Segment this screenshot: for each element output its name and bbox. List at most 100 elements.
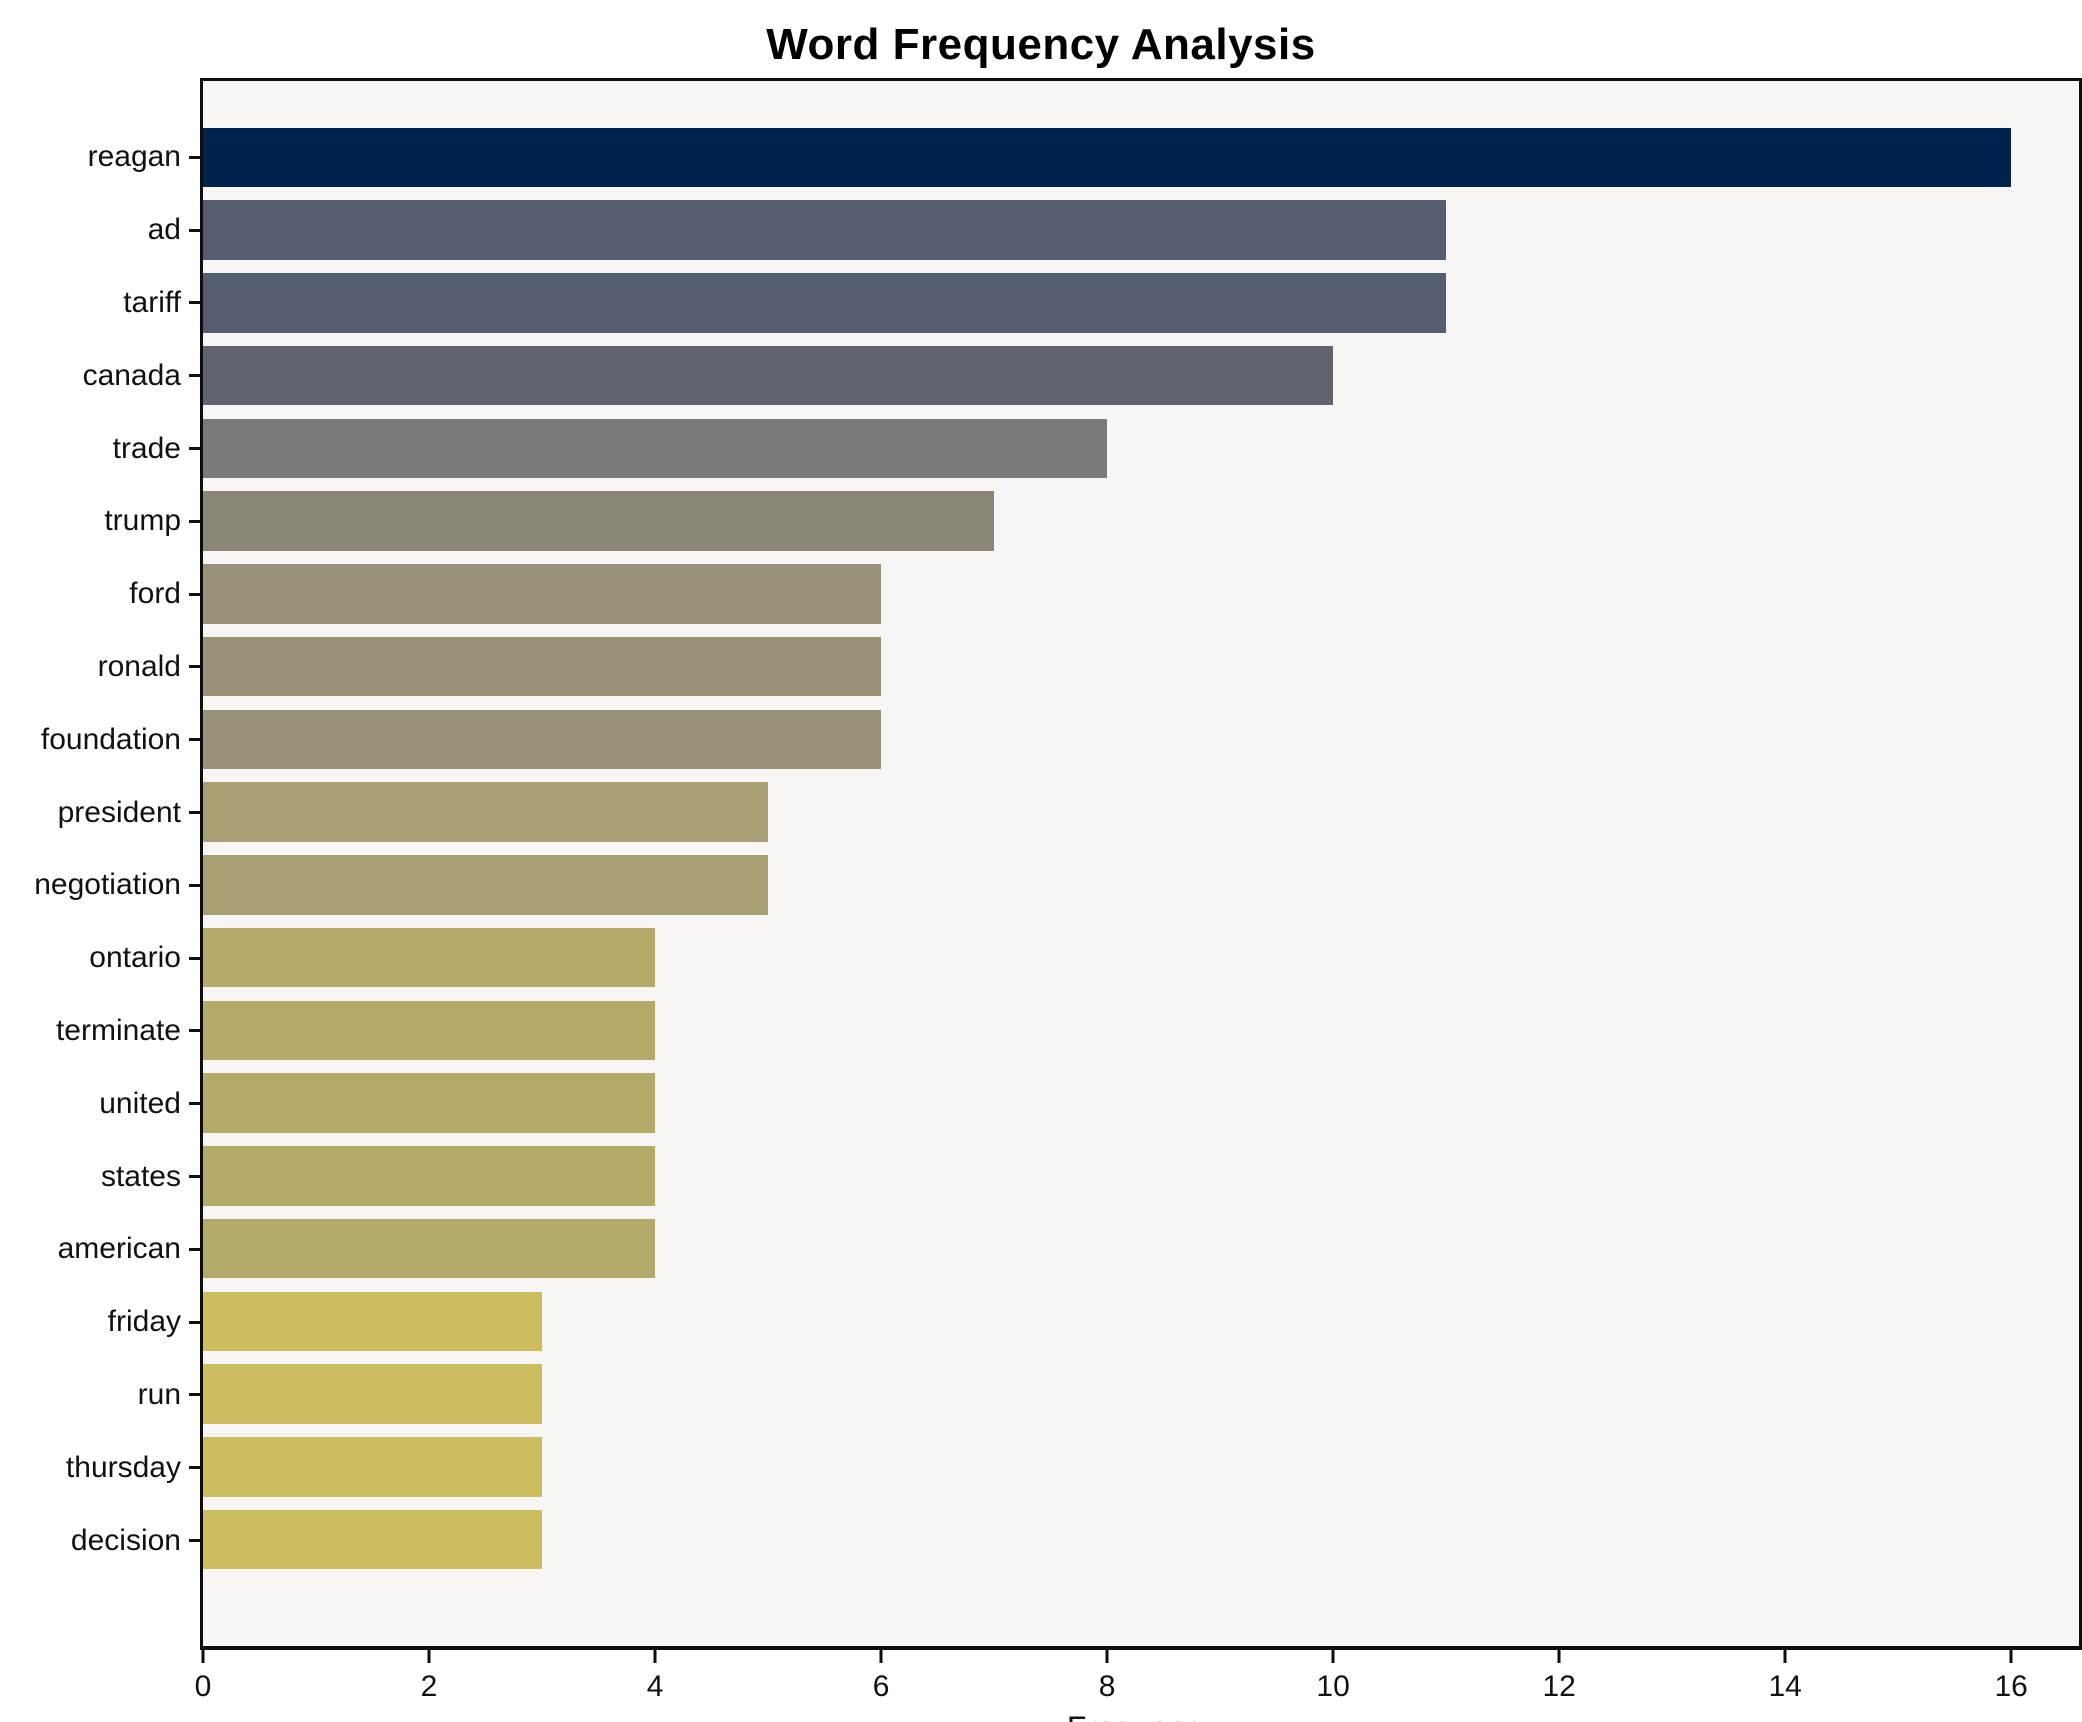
bar-tariff — [203, 273, 1447, 333]
y-tick-row-trade: trade — [0, 412, 200, 485]
y-tick-label-tariff: tariff — [123, 285, 181, 319]
plot-area — [200, 78, 2082, 1650]
y-tick-label-foundation: foundation — [40, 722, 181, 756]
y-tick-label-ford: ford — [129, 577, 181, 611]
x-tick-mark-4 — [653, 1650, 657, 1663]
y-tick-label-president: president — [57, 795, 181, 829]
y-tick-row-president: president — [0, 776, 200, 849]
x-axis-label: Frequency — [203, 1708, 2082, 1722]
bar-row-united — [203, 1067, 2079, 1140]
x-tick-label-16: 16 — [1994, 1670, 2028, 1703]
y-tick-row-canada: canada — [0, 339, 200, 412]
x-axis: 0 2 4 6 8 10 12 14 16 — [0, 1650, 2082, 1708]
y-tick-row-terminate: terminate — [0, 995, 200, 1068]
bar-row-canada — [203, 339, 2079, 412]
bar-row-foundation — [203, 703, 2079, 776]
y-tick-label-ontario: ontario — [89, 941, 181, 975]
x-tick-label-10: 10 — [1316, 1670, 1350, 1703]
bar-ad — [203, 200, 1447, 260]
bar-row-trump — [203, 485, 2079, 558]
y-tick-row-friday: friday — [0, 1286, 200, 1359]
y-tick-label-american: american — [57, 1232, 181, 1266]
x-tick-mark-14 — [1783, 1650, 1787, 1663]
y-tick-row-foundation: foundation — [0, 703, 200, 776]
bar-row-states — [203, 1140, 2079, 1213]
bar-row-reagan — [203, 121, 2079, 194]
y-tick-mark — [189, 1466, 200, 1470]
x-tick-label-14: 14 — [1768, 1670, 1802, 1703]
y-tick-label-decision: decision — [70, 1523, 181, 1557]
y-tick-mark — [189, 665, 200, 669]
y-tick-mark — [189, 956, 200, 960]
x-tick-label-8: 8 — [1098, 1670, 1116, 1703]
bar-row-ronald — [203, 630, 2079, 703]
y-tick-row-decision: decision — [0, 1504, 200, 1577]
x-axis-spacer — [0, 1650, 203, 1708]
bar-row-president — [203, 776, 2079, 849]
y-tick-row-tariff: tariff — [0, 267, 200, 340]
x-tick-mark-0 — [201, 1650, 205, 1663]
x-axis-spacer — [0, 1708, 203, 1722]
y-tick-row-ontario: ontario — [0, 922, 200, 995]
bar-row-terminate — [203, 994, 2079, 1067]
y-tick-mark — [189, 592, 200, 596]
y-tick-label-ronald: ronald — [97, 649, 181, 683]
y-axis: reagan ad tariff canada trade trump ford ronald… — [0, 78, 200, 1650]
bar-row-ford — [203, 558, 2079, 631]
y-tick-label-ad: ad — [147, 213, 181, 247]
x-tick-label-6: 6 — [872, 1670, 890, 1703]
y-tick-label-trump: trump — [104, 504, 181, 538]
y-tick-mark — [189, 1175, 200, 1179]
x-tick-mark-10 — [1331, 1650, 1335, 1663]
y-tick-row-reagan: reagan — [0, 121, 200, 194]
x-tick-mark-12 — [1557, 1650, 1561, 1663]
y-tick-mark — [189, 1539, 200, 1543]
bar-ford — [203, 564, 882, 624]
bar-reagan — [203, 127, 2012, 188]
bar-row-ontario — [203, 921, 2079, 994]
chart-body: reagan ad tariff canada trade trump ford ronald… — [0, 78, 2082, 1650]
bar-ontario — [203, 927, 656, 988]
y-tick-mark — [189, 738, 200, 742]
bar-ronald — [203, 636, 882, 697]
chart-title: Word Frequency Analysis — [766, 20, 1316, 69]
bar-row-negotiation — [203, 849, 2079, 922]
y-tick-mark — [189, 1029, 200, 1033]
bar-row-ad — [203, 194, 2079, 267]
bar-decision — [203, 1509, 543, 1570]
bar-row-decision — [203, 1503, 2079, 1576]
y-tick-row-ad: ad — [0, 194, 200, 267]
y-tick-label-canada: canada — [82, 358, 181, 392]
y-tick-mark — [189, 374, 200, 378]
y-tick-row-ronald: ronald — [0, 631, 200, 704]
bar-foundation — [203, 709, 882, 770]
bar-united — [203, 1073, 656, 1133]
y-tick-label-united: united — [99, 1086, 181, 1120]
bar-american — [203, 1218, 656, 1279]
y-tick-mark — [189, 1102, 200, 1106]
y-tick-mark — [189, 883, 200, 887]
y-tick-row-run: run — [0, 1359, 200, 1432]
x-tick-mark-16 — [2009, 1650, 2013, 1663]
bar-negotiation — [203, 855, 769, 915]
bar-row-tariff — [203, 267, 2079, 340]
y-tick-label-reagan: reagan — [87, 140, 181, 174]
y-tick-mark — [189, 228, 200, 232]
y-tick-mark — [189, 301, 200, 305]
y-tick-mark — [189, 1320, 200, 1324]
y-tick-label-states: states — [100, 1159, 181, 1193]
y-tick-row-american: american — [0, 1213, 200, 1286]
y-tick-row-ford: ford — [0, 558, 200, 631]
bar-states — [203, 1146, 656, 1206]
x-tick-mark-8 — [1105, 1650, 1109, 1663]
y-tick-mark — [189, 519, 200, 523]
x-tick-mark-2 — [427, 1650, 431, 1663]
y-tick-label-terminate: terminate — [55, 1013, 181, 1047]
x-tick-mark-6 — [879, 1650, 883, 1663]
y-tick-row-united: united — [0, 1067, 200, 1140]
bar-run — [203, 1364, 543, 1424]
bar-row-trade — [203, 412, 2079, 485]
y-tick-mark — [189, 811, 200, 815]
bar-row-run — [203, 1358, 2079, 1431]
